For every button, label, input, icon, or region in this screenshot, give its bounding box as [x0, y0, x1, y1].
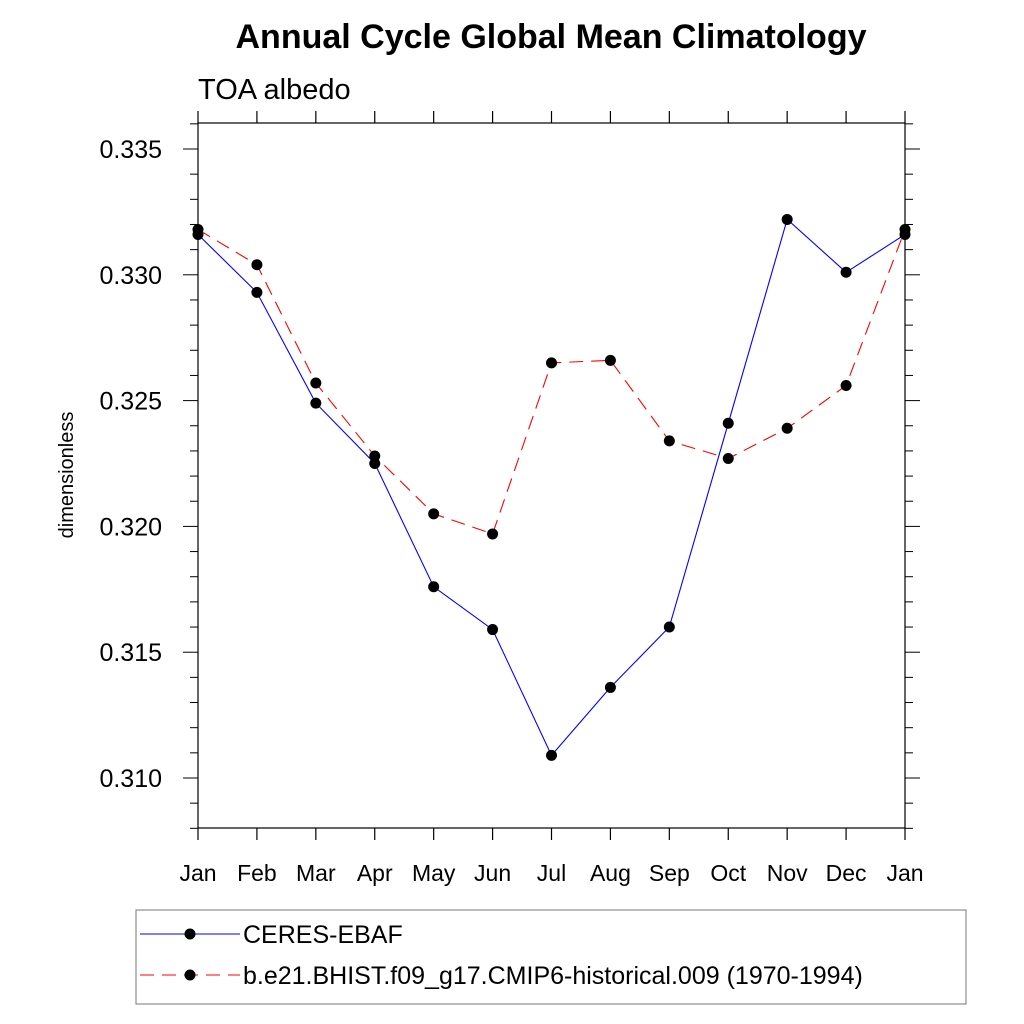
- legend-label: CERES-EBAF: [243, 921, 403, 949]
- y-axis-label: dimensionless: [56, 412, 78, 539]
- y-tick-label: 0.310: [99, 765, 162, 793]
- legend-marker: [184, 928, 196, 940]
- y-tick-label: 0.320: [99, 513, 162, 541]
- legend-label: b.e21.BHIST.f09_g17.CMIP6-historical.009…: [243, 962, 863, 990]
- x-tick-label: Mar: [296, 860, 336, 886]
- data-point: [663, 435, 675, 447]
- data-point: [251, 286, 263, 298]
- x-tick-label: Aug: [590, 860, 631, 886]
- data-point: [722, 452, 734, 464]
- data-point: [487, 528, 499, 540]
- series-line: [197, 218, 906, 757]
- series-1: [192, 213, 911, 761]
- y-tick-label: 0.325: [99, 388, 162, 416]
- x-tick-label: Jan: [886, 860, 923, 886]
- data-point: [369, 450, 381, 462]
- x-tick-label: Jan: [179, 860, 216, 886]
- data-point: [546, 749, 557, 761]
- series-layer: [192, 213, 911, 761]
- legend-box: [135, 909, 967, 1005]
- data-point: [428, 581, 440, 593]
- x-tick-label: Nov: [767, 860, 808, 886]
- data-point: [899, 224, 911, 236]
- x-tick-label: Dec: [826, 860, 867, 886]
- y-tick-label: 0.315: [99, 639, 162, 667]
- data-point: [310, 377, 322, 389]
- data-point: [781, 213, 793, 225]
- data-point: [487, 624, 499, 636]
- data-point: [251, 259, 263, 271]
- data-point: [310, 397, 322, 409]
- x-tick-label: Oct: [710, 860, 746, 886]
- y-tick-label: 0.335: [99, 136, 162, 164]
- legend: CERES-EBAF b.e21.BHIST.f09_g17.CMIP6-hist…: [140, 921, 863, 990]
- x-tick-label: Jul: [537, 860, 566, 886]
- plot-frame: [197, 122, 906, 829]
- data-point: [546, 357, 557, 369]
- legend-marker: [184, 969, 196, 981]
- y-tick-label: 0.330: [99, 262, 162, 290]
- x-axis: Jan Feb Mar Apr May Jun Jul Aug Sep Oct Nov Dec Jan: [179, 111, 924, 886]
- data-point: [192, 224, 204, 236]
- y-axis: 0.310 0.315 0.320 0.325 0.330 0.335: [99, 123, 920, 829]
- x-tick-label: May: [412, 860, 456, 886]
- data-point: [663, 621, 675, 633]
- data-point: [369, 458, 381, 469]
- data-point: [604, 354, 616, 366]
- data-point: [722, 417, 734, 429]
- chart-subtitle: TOA albedo: [198, 74, 351, 106]
- data-point: [428, 508, 440, 520]
- data-point: [604, 681, 616, 693]
- x-tick-label: Jun: [474, 860, 511, 886]
- x-tick-label: Feb: [237, 860, 277, 886]
- series-2: [192, 224, 911, 540]
- data-point: [840, 380, 852, 392]
- x-tick-label: Sep: [649, 860, 690, 886]
- data-point: [840, 266, 852, 278]
- x-tick-label: Apr: [357, 860, 393, 886]
- chart-title: Annual Cycle Global Mean Climatology: [236, 18, 867, 56]
- data-point: [781, 422, 793, 434]
